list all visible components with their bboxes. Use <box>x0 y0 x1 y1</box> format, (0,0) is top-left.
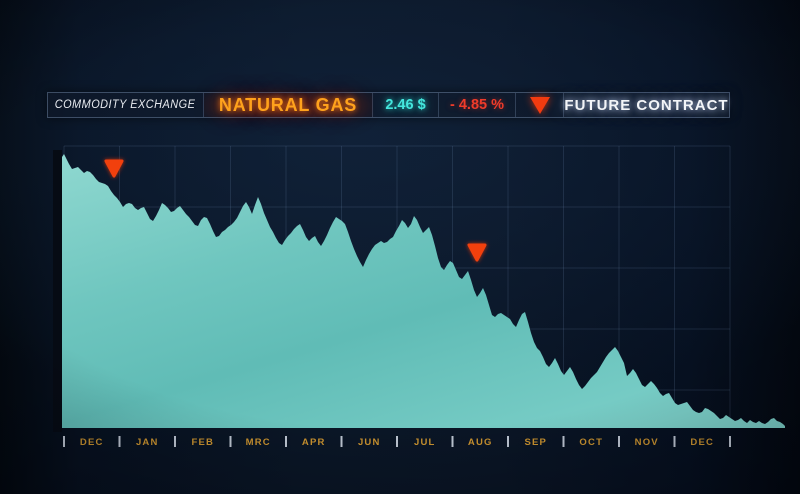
change-value: - 4.85 % <box>450 97 504 113</box>
x-axis-ticks <box>63 436 731 447</box>
x-axis-label: DEC <box>80 437 104 448</box>
exchange-section: COMMODITY EXCHANGE <box>48 93 204 117</box>
price-value: 2.46 $ <box>385 97 426 113</box>
x-axis-label: FEB <box>191 437 214 448</box>
x-axis-label: MRC <box>246 437 271 448</box>
x-axis-label: AUG <box>468 437 493 448</box>
price-section: 2.46 $ <box>373 93 439 117</box>
x-axis-labels: DEC JAN FEB MRC APR JUN JUL AUG SEP OCT NOV DEC <box>80 437 714 448</box>
trend-section <box>516 93 564 117</box>
x-axis-label: APR <box>302 437 326 448</box>
ticker-bar: COMMODITY EXCHANGE NATURAL GAS 2.46 $ - … <box>47 92 730 118</box>
price-area <box>62 154 785 428</box>
commodity-name: NATURAL GAS <box>218 94 358 115</box>
x-axis-label: DEC <box>690 437 714 448</box>
commodity-section: NATURAL GAS <box>204 93 373 117</box>
x-axis-label: JUN <box>358 437 381 448</box>
x-axis-label: JAN <box>136 437 159 448</box>
exchange-label: COMMODITY EXCHANGE <box>55 99 196 111</box>
x-axis-label: NOV <box>635 437 659 448</box>
trend-markers <box>104 159 487 262</box>
sell-signal-triangle-icon <box>104 159 124 178</box>
contract-label: FUTURE CONTRACT <box>564 96 729 114</box>
trend-down-triangle-icon <box>529 96 550 114</box>
change-section: - 4.85 % <box>439 93 516 117</box>
contract-section: FUTURE CONTRACT <box>564 93 729 117</box>
y-axis-bar <box>53 150 62 432</box>
x-axis-label: SEP <box>524 437 547 448</box>
x-axis-label: OCT <box>579 437 603 448</box>
sell-signal-triangle-icon <box>467 243 487 262</box>
x-axis-label: JUL <box>414 437 436 448</box>
